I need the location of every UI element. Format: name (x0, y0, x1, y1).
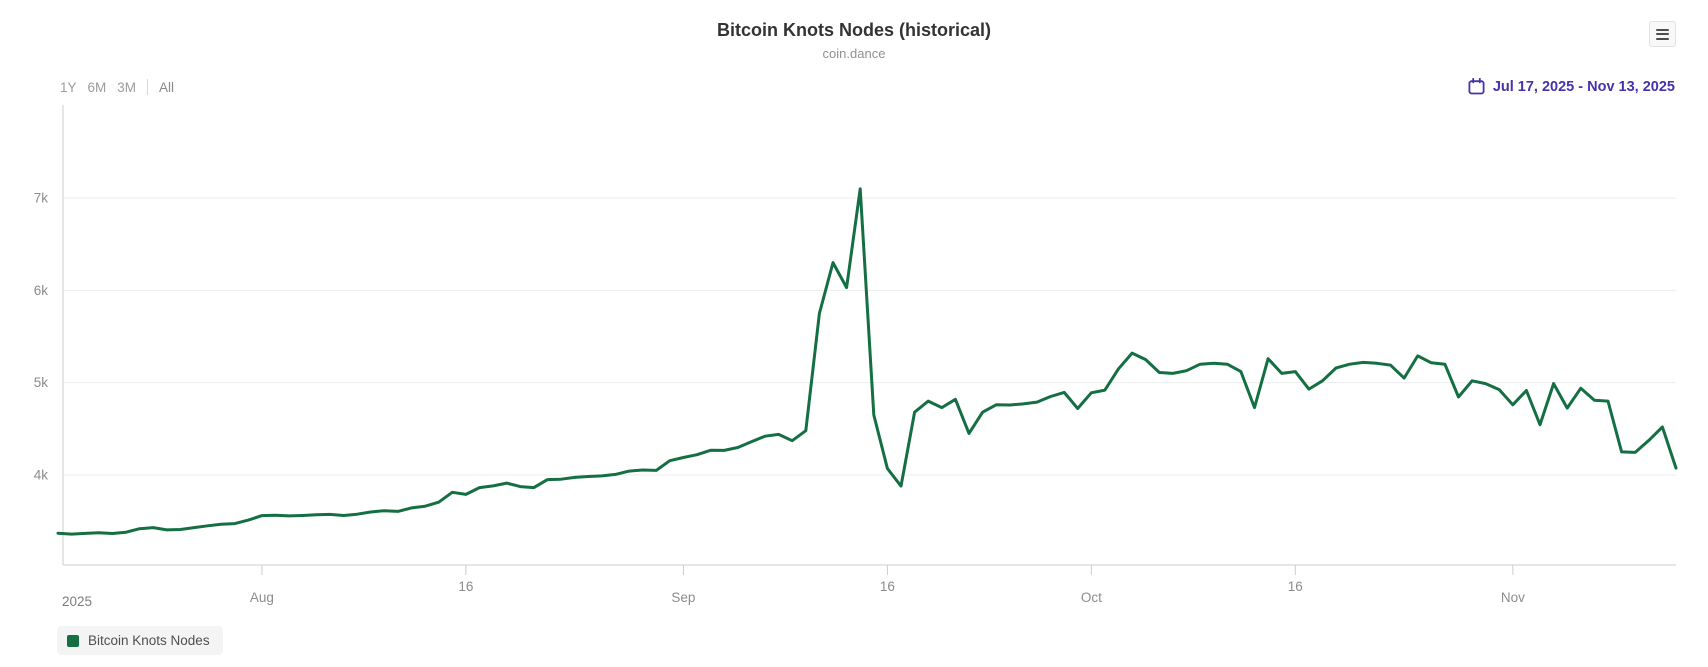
range-divider (147, 79, 149, 95)
x-axis-label: Aug (250, 590, 274, 605)
legend-label: Bitcoin Knots Nodes (88, 633, 210, 648)
x-axis-label: 16 (1288, 579, 1303, 594)
date-range-picker[interactable]: Jul 17, 2025 - Nov 13, 2025 (1468, 78, 1675, 95)
x-axis-label: 16 (880, 579, 895, 594)
range-button-all[interactable]: All (159, 79, 175, 95)
x-axis-year-label: 2025 (62, 594, 93, 609)
x-axis-label: Sep (671, 590, 695, 605)
series-line-bitcoin-knots-nodes[interactable] (56, 187, 1678, 536)
y-axis-label: 6k (34, 283, 49, 298)
legend-item-bitcoin-knots-nodes[interactable]: Bitcoin Knots Nodes (57, 626, 223, 655)
date-range-label: Jul 17, 2025 - Nov 13, 2025 (1492, 78, 1675, 95)
chart-context-menu-button[interactable] (1649, 21, 1676, 47)
legend-swatch (67, 634, 79, 647)
x-axis-label: 16 (458, 579, 473, 594)
x-axis-label: Nov (1501, 590, 1525, 605)
calendar-icon (1468, 78, 1485, 95)
range-button-6m[interactable]: 6M (87, 79, 107, 95)
range-button-1y[interactable]: 1Y (60, 79, 77, 95)
hamburger-icon (1656, 28, 1669, 40)
y-axis-label: 7k (34, 191, 49, 206)
page-title: Bitcoin Knots Nodes (historical) (716, 20, 992, 40)
y-axis-label: 5k (34, 375, 49, 390)
range-selector: 1Y 6M 3M All (60, 79, 174, 95)
x-axis-label: Oct (1081, 590, 1102, 605)
y-axis-label: 4k (34, 468, 49, 483)
page-subtitle: coin.dance (822, 46, 886, 61)
range-button-3m[interactable]: 3M (117, 79, 137, 95)
